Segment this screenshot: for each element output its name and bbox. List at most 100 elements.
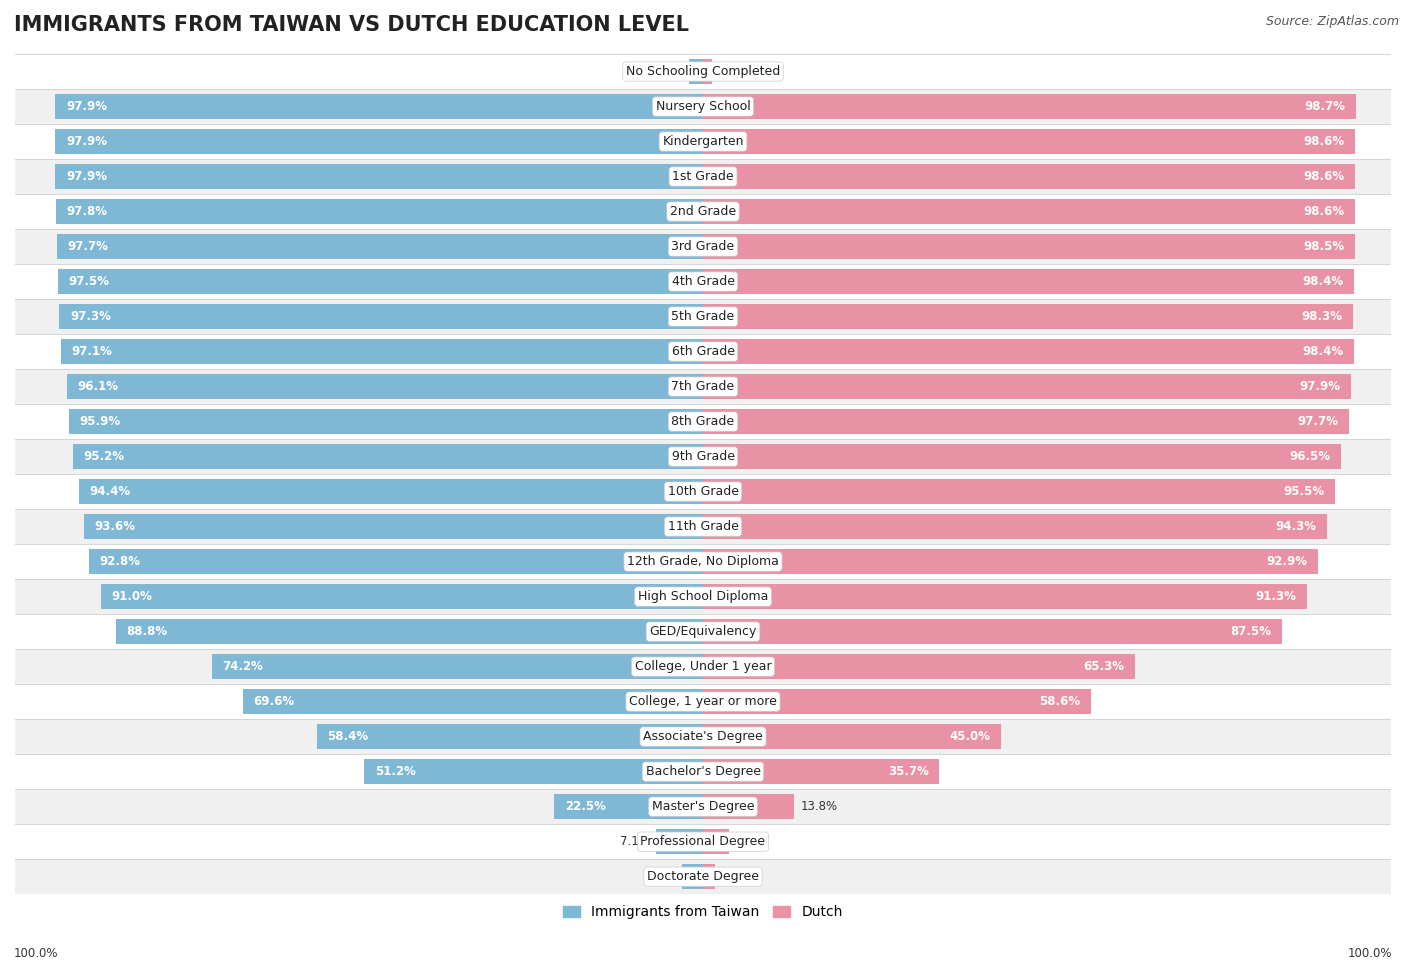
Text: 7.1%: 7.1% (620, 836, 650, 848)
Bar (15, 649, 1391, 684)
Text: 98.4%: 98.4% (1302, 275, 1343, 288)
Text: 93.6%: 93.6% (94, 520, 135, 533)
Text: 91.0%: 91.0% (111, 590, 152, 604)
Bar (15, 754, 1391, 789)
Text: Source: ZipAtlas.com: Source: ZipAtlas.com (1265, 15, 1399, 27)
Bar (703, 94, 1355, 119)
Text: 74.2%: 74.2% (222, 660, 263, 673)
Text: 100.0%: 100.0% (1347, 948, 1392, 960)
Bar (703, 409, 1350, 434)
Text: 3rd Grade: 3rd Grade (672, 240, 734, 254)
Text: 4th Grade: 4th Grade (672, 275, 734, 288)
Bar (15, 579, 1391, 614)
Text: 3.2%: 3.2% (645, 870, 675, 883)
Text: 97.7%: 97.7% (1298, 415, 1339, 428)
Bar (15, 474, 1391, 509)
Bar (55, 129, 703, 154)
Bar (101, 584, 703, 609)
Text: 88.8%: 88.8% (127, 625, 167, 638)
Bar (703, 58, 713, 84)
Bar (703, 269, 1354, 294)
Bar (15, 124, 1391, 159)
Text: 98.6%: 98.6% (1303, 170, 1344, 183)
Text: 97.7%: 97.7% (67, 240, 108, 254)
Text: 10th Grade: 10th Grade (668, 486, 738, 498)
Text: 11th Grade: 11th Grade (668, 520, 738, 533)
Text: 45.0%: 45.0% (949, 730, 990, 743)
Text: 5th Grade: 5th Grade (672, 310, 734, 323)
Text: High School Diploma: High School Diploma (638, 590, 768, 604)
Bar (703, 654, 1135, 680)
Text: 98.7%: 98.7% (1305, 100, 1346, 113)
Text: 1st Grade: 1st Grade (672, 170, 734, 183)
Text: 97.9%: 97.9% (66, 135, 107, 148)
Bar (703, 689, 1091, 715)
Bar (703, 129, 1355, 154)
Text: 100.0%: 100.0% (14, 948, 59, 960)
Text: 69.6%: 69.6% (253, 695, 294, 708)
Text: Master's Degree: Master's Degree (652, 800, 754, 813)
Bar (60, 339, 703, 364)
Text: 94.3%: 94.3% (1275, 520, 1316, 533)
Bar (55, 164, 703, 189)
Bar (15, 544, 1391, 579)
Bar (84, 514, 703, 539)
Bar (703, 759, 939, 784)
Text: 97.9%: 97.9% (1299, 380, 1340, 393)
Bar (703, 199, 1355, 224)
Bar (15, 299, 1391, 334)
Bar (703, 374, 1351, 399)
Bar (15, 334, 1391, 370)
Text: 98.6%: 98.6% (1303, 135, 1344, 148)
Text: College, Under 1 year: College, Under 1 year (634, 660, 772, 673)
Text: 9th Grade: 9th Grade (672, 450, 734, 463)
Bar (682, 864, 703, 889)
Bar (79, 479, 703, 504)
Text: 2.1%: 2.1% (652, 65, 682, 78)
Text: 22.5%: 22.5% (565, 800, 606, 813)
Text: 65.3%: 65.3% (1084, 660, 1125, 673)
Text: Bachelor's Degree: Bachelor's Degree (645, 765, 761, 778)
Bar (59, 304, 703, 330)
Text: 97.9%: 97.9% (66, 100, 107, 113)
Text: 98.4%: 98.4% (1302, 345, 1343, 358)
Bar (703, 304, 1354, 330)
Text: 95.9%: 95.9% (79, 415, 121, 428)
Bar (15, 684, 1391, 720)
Bar (243, 689, 703, 715)
Text: 58.6%: 58.6% (1039, 695, 1080, 708)
Bar (15, 54, 1391, 89)
Bar (15, 614, 1391, 649)
Bar (657, 829, 703, 854)
Text: 92.9%: 92.9% (1265, 555, 1308, 568)
Bar (15, 370, 1391, 404)
Text: 12th Grade, No Diploma: 12th Grade, No Diploma (627, 555, 779, 568)
Bar (703, 514, 1327, 539)
Bar (703, 724, 1001, 749)
Bar (15, 159, 1391, 194)
Text: 97.3%: 97.3% (70, 310, 111, 323)
Text: 98.3%: 98.3% (1302, 310, 1343, 323)
Text: Associate's Degree: Associate's Degree (643, 730, 763, 743)
Text: Nursery School: Nursery School (655, 100, 751, 113)
Bar (689, 58, 703, 84)
Bar (15, 509, 1391, 544)
Text: College, 1 year or more: College, 1 year or more (628, 695, 778, 708)
Text: 97.5%: 97.5% (69, 275, 110, 288)
Bar (703, 864, 714, 889)
Text: 13.8%: 13.8% (801, 800, 838, 813)
Bar (15, 229, 1391, 264)
Bar (554, 794, 703, 819)
Text: 2nd Grade: 2nd Grade (669, 205, 737, 218)
Legend: Immigrants from Taiwan, Dutch: Immigrants from Taiwan, Dutch (558, 900, 848, 925)
Bar (703, 794, 794, 819)
Bar (15, 89, 1391, 124)
Text: 98.6%: 98.6% (1303, 205, 1344, 218)
Text: 58.4%: 58.4% (328, 730, 368, 743)
Text: 94.4%: 94.4% (89, 486, 131, 498)
Bar (56, 199, 703, 224)
Bar (15, 264, 1391, 299)
Bar (55, 94, 703, 119)
Bar (15, 859, 1391, 894)
Text: 91.3%: 91.3% (1256, 590, 1296, 604)
